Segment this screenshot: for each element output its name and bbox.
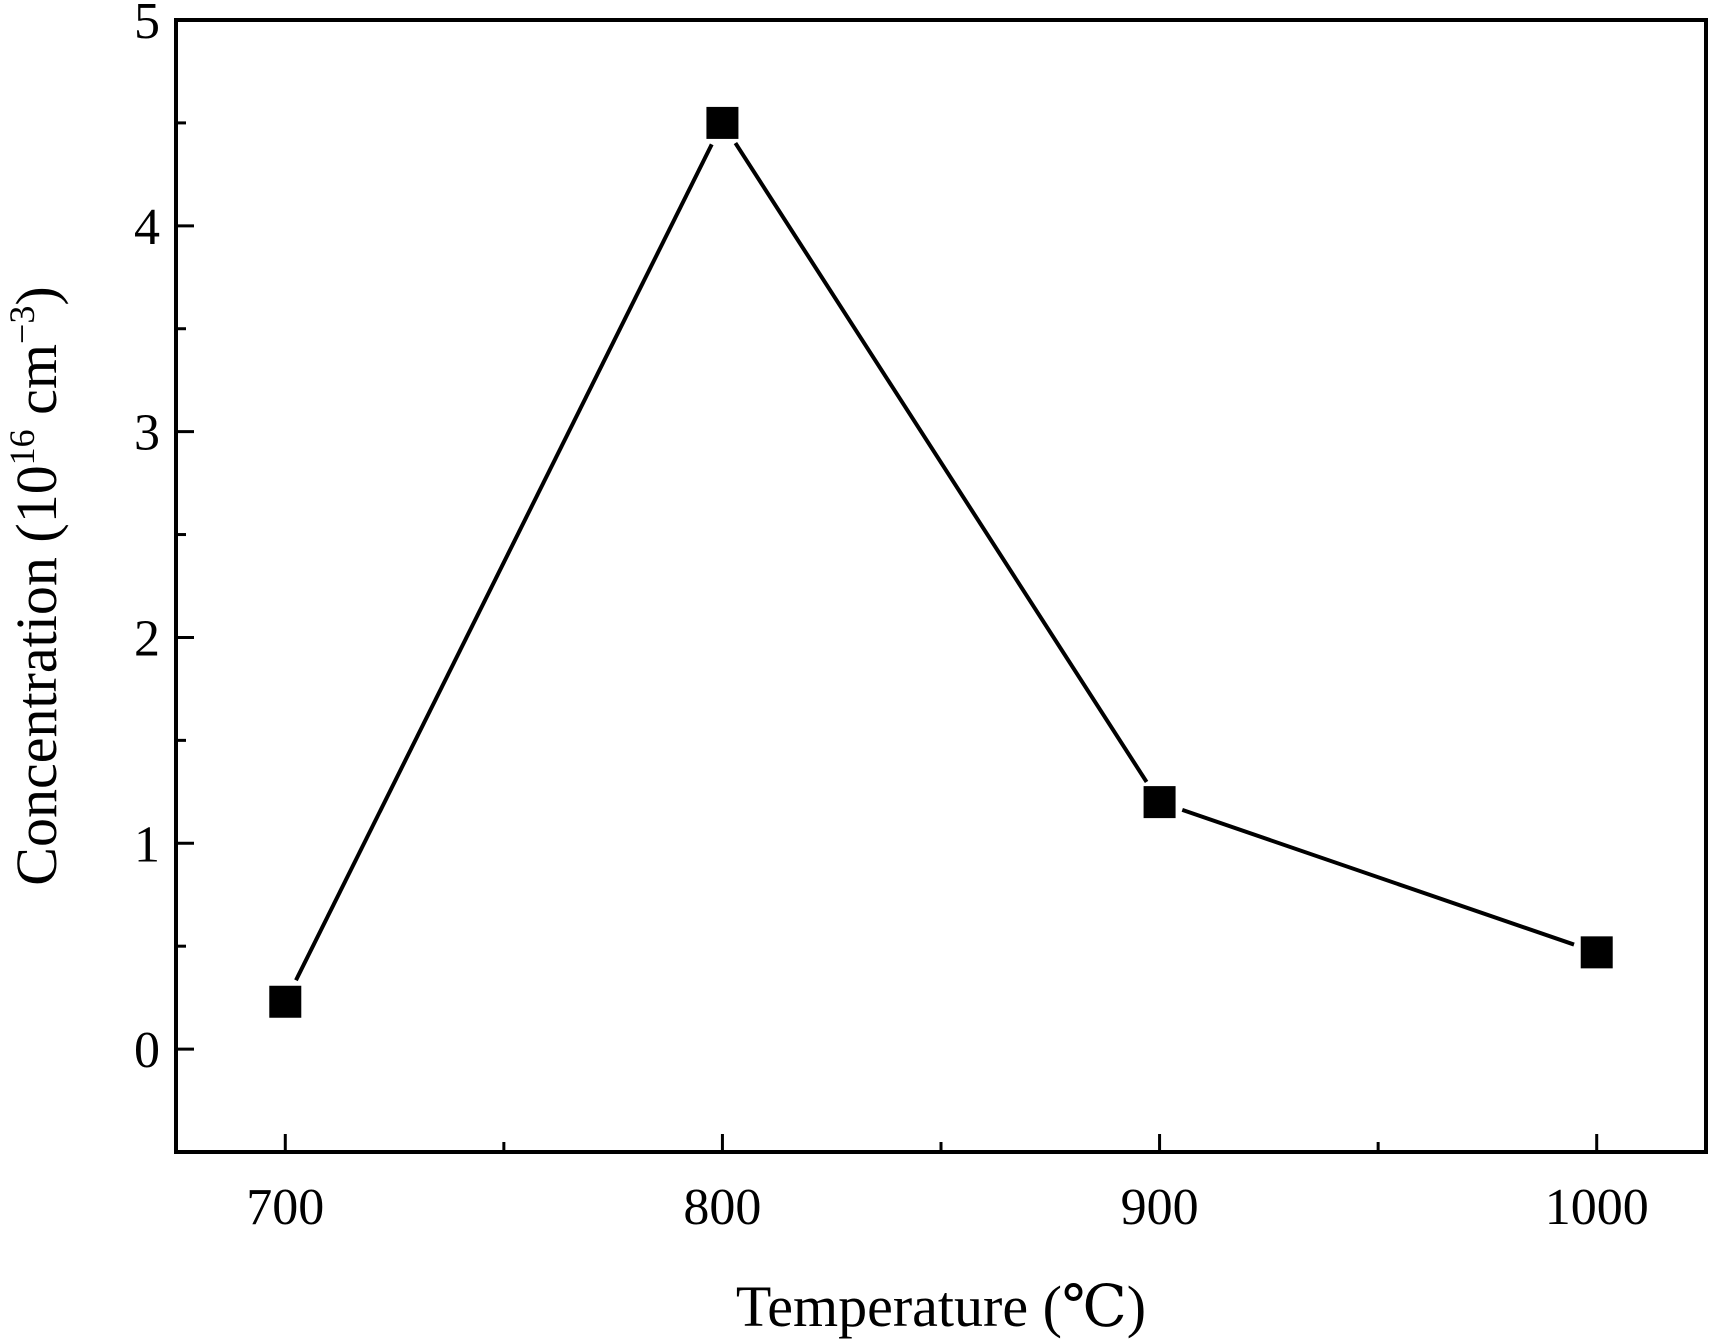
y-tick-label: 1 xyxy=(134,816,160,873)
y-axis-title-main: Concentration (10 xyxy=(4,465,69,885)
y-tick-label: 4 xyxy=(134,199,160,256)
x-axis-ticks: 700 800 900 1000 xyxy=(246,1134,1649,1236)
y-axis-title: Concentration (1016 cm−3) xyxy=(2,286,69,885)
x-tick-label: 1000 xyxy=(1545,1179,1649,1236)
data-point-marker xyxy=(269,985,302,1018)
y-axis-title-unit: cm xyxy=(4,344,69,429)
y-axis-ticks: 0 1 2 3 4 5 xyxy=(134,0,194,1079)
x-tick-label: 700 xyxy=(246,1179,324,1236)
data-point-marker xyxy=(1580,936,1613,969)
y-tick-label: 2 xyxy=(134,610,160,667)
series-line-segment xyxy=(294,143,714,982)
x-axis-title: Temperature (℃) xyxy=(736,1274,1146,1339)
plot-frame xyxy=(174,18,1708,1154)
series-line-segment xyxy=(1181,808,1575,947)
series-layer xyxy=(269,106,1613,1018)
data-point-marker xyxy=(706,106,739,139)
y-tick-label: 3 xyxy=(134,405,160,462)
y-tick-label: 5 xyxy=(134,0,160,50)
x-tick-label: 800 xyxy=(683,1179,761,1236)
x-tick-label: 900 xyxy=(1121,1179,1199,1236)
y-axis-title-exponent: 16 xyxy=(2,429,42,465)
series-line-segment xyxy=(733,142,1149,784)
y-axis-title-close: ) xyxy=(4,286,69,305)
y-tick-label: 0 xyxy=(134,1022,160,1079)
y-axis-title-unit-exponent: −3 xyxy=(2,306,42,344)
data-point-marker xyxy=(1143,786,1176,819)
